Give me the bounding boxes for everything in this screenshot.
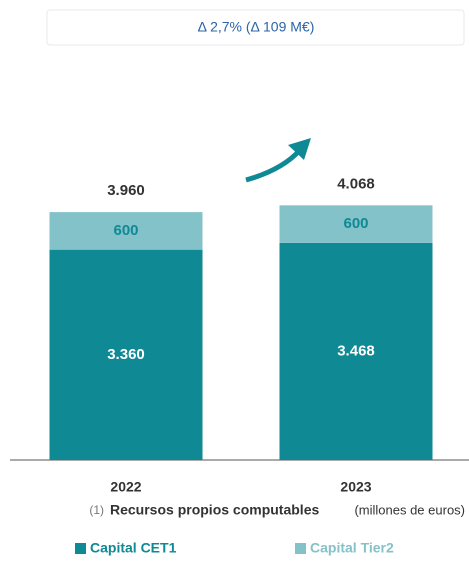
bar-segment [49,249,203,460]
legend-swatch [75,543,86,554]
trend-arrow-head [288,138,311,160]
legend-swatch [295,543,306,554]
legend-label: Capital Tier2 [310,540,394,556]
footnote-title: Recursos propios computables [110,502,319,518]
trend-arrow [245,148,302,183]
value-label: 3.360 [107,346,145,363]
x-tick-label: 2022 [110,479,141,495]
value-label: 600 [343,215,368,232]
value-label: 3.468 [337,342,375,359]
total-label: 4.068 [337,175,375,192]
footnote-unit: (millones de euros) [354,502,465,517]
bar-segment [279,205,433,243]
legend-label: Capital CET1 [90,540,177,556]
x-tick-label: 2023 [340,479,371,495]
annotation: Δ 2,7% (Δ 109 M€) [198,19,315,35]
total-label: 3.960 [107,182,145,199]
value-label: 600 [113,222,138,239]
footnote-mark: (1) [89,503,104,517]
bar-segment [49,212,203,250]
bar-segment [279,242,433,460]
annotation-box [46,9,465,46]
